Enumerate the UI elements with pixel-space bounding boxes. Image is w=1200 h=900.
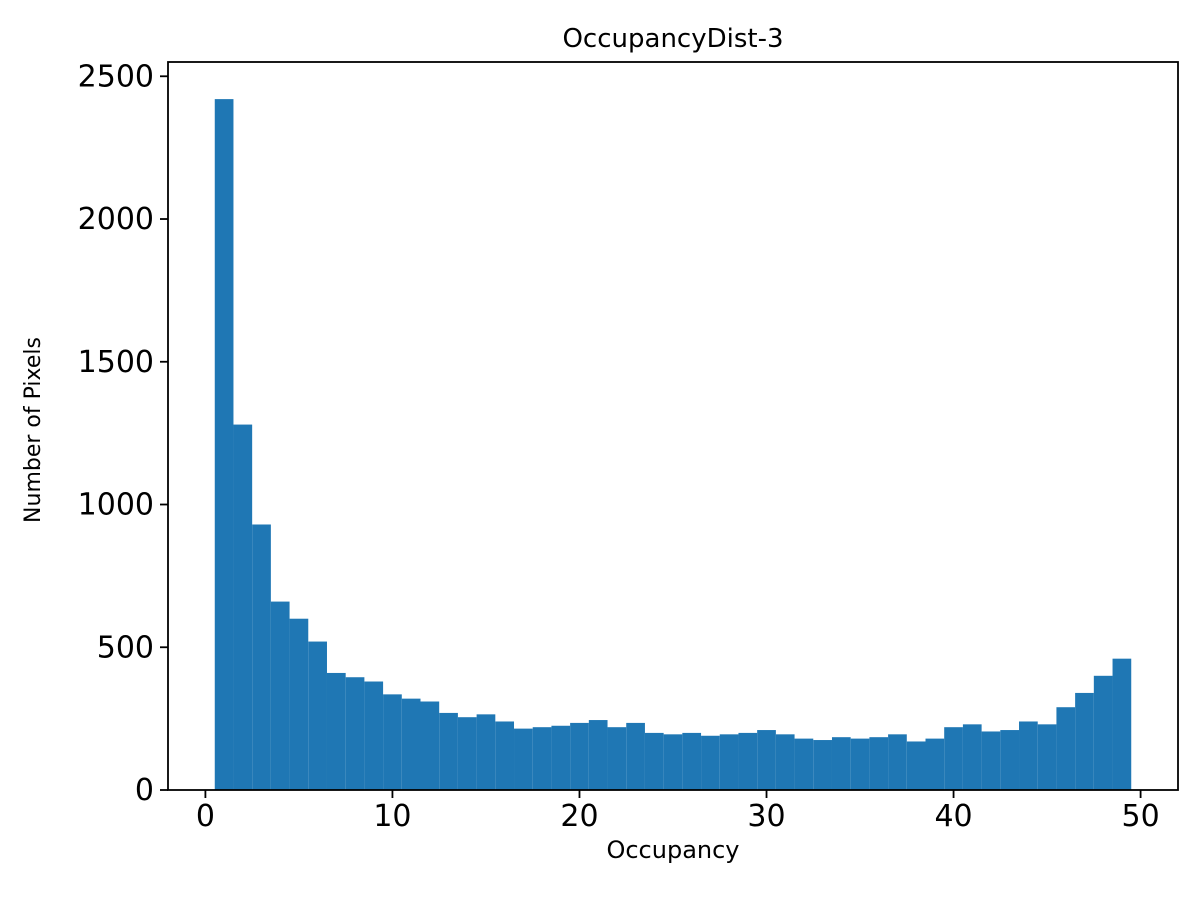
chart-title: OccupancyDist-3	[562, 24, 784, 54]
histogram-bar	[1075, 692, 1094, 790]
histogram-bar	[813, 740, 832, 790]
histogram-bar	[1093, 675, 1113, 790]
y-tick-label: 500	[97, 630, 154, 665]
histogram-bar	[1019, 721, 1038, 790]
y-tick-label: 2000	[78, 202, 154, 237]
histogram-bar	[364, 681, 384, 790]
histogram-bar	[401, 698, 421, 790]
histogram-bar	[626, 722, 645, 790]
histogram-bar	[1000, 730, 1020, 790]
histogram-bar	[944, 727, 963, 790]
histogram-bar	[326, 672, 346, 790]
histogram-bar	[962, 724, 982, 790]
histogram-bar	[1112, 658, 1132, 790]
histogram-bar	[981, 731, 1001, 790]
x-tick-label: 30	[747, 799, 785, 834]
histogram-bar	[794, 738, 814, 790]
histogram-bar	[514, 728, 533, 790]
histogram-bar	[439, 712, 458, 790]
histogram-bar	[1037, 724, 1057, 790]
y-tick-label: 2500	[78, 59, 154, 94]
x-tick-label: 20	[560, 799, 598, 834]
y-tick-label: 1000	[78, 488, 154, 523]
histogram-bar	[888, 734, 907, 790]
histogram-bar	[831, 737, 851, 790]
x-axis-label: Occupancy	[606, 836, 740, 864]
histogram-bar	[214, 99, 234, 791]
histogram-bar	[345, 677, 365, 790]
histogram-bar	[663, 734, 683, 790]
histogram-bar	[1056, 707, 1076, 790]
histogram-bar	[775, 734, 795, 790]
y-tick-label: 1500	[78, 345, 154, 380]
axes-spines	[167, 61, 1179, 791]
histogram-bar	[252, 524, 271, 790]
histogram-bar	[644, 732, 664, 790]
histogram-bar	[607, 727, 627, 790]
x-axis: 0 10 20 30 40 50	[196, 790, 1160, 834]
histogram-bar	[233, 424, 253, 790]
histogram-bar	[850, 738, 870, 790]
histogram-bar	[383, 694, 402, 790]
x-tick-label: 0	[196, 799, 215, 834]
histogram-bar	[906, 741, 926, 790]
histogram-bar	[682, 732, 702, 790]
histogram-bar	[532, 727, 552, 790]
histogram-bar	[701, 735, 720, 790]
histogram-bar	[457, 717, 477, 790]
x-tick-label: 10	[373, 799, 411, 834]
y-axis: 0 500 1000 1500 2000 2500	[78, 59, 168, 808]
histogram-bar	[925, 738, 945, 790]
histogram-bars	[214, 99, 1132, 791]
histogram-bar	[289, 618, 309, 790]
histogram-bar	[420, 701, 440, 790]
histogram-bar	[869, 737, 889, 790]
histogram-bar	[757, 730, 776, 790]
histogram-bar	[738, 732, 758, 790]
histogram-bar	[588, 720, 608, 790]
histogram-bar	[551, 725, 571, 790]
y-axis-label: Number of Pixels	[21, 337, 46, 523]
y-tick-label: 0	[135, 773, 154, 808]
histogram-bar	[308, 641, 327, 790]
x-tick-label: 50	[1121, 799, 1159, 834]
histogram-bar	[495, 721, 515, 790]
histogram-bar	[719, 734, 739, 790]
histogram-bar	[570, 722, 589, 790]
histogram-bar	[270, 601, 290, 790]
x-tick-label: 40	[934, 799, 972, 834]
histogram-bar	[476, 714, 496, 790]
